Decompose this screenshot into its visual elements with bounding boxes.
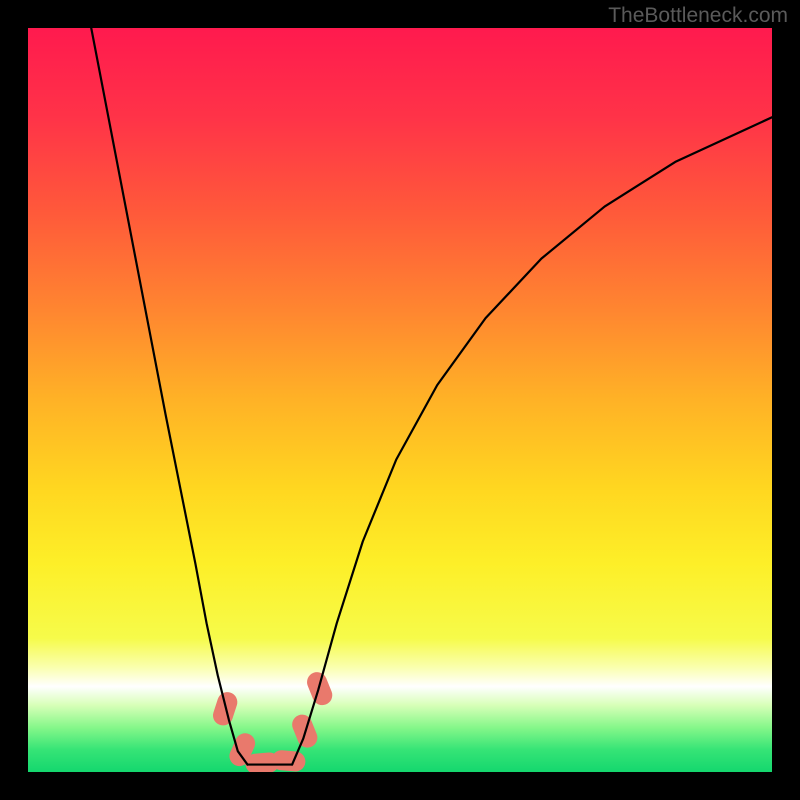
watermark-text: TheBottleneck.com [608,4,788,28]
plot-area [28,28,772,772]
curve-right-branch [292,117,772,764]
curve-left-branch [91,28,247,765]
chart-svg [28,28,772,772]
